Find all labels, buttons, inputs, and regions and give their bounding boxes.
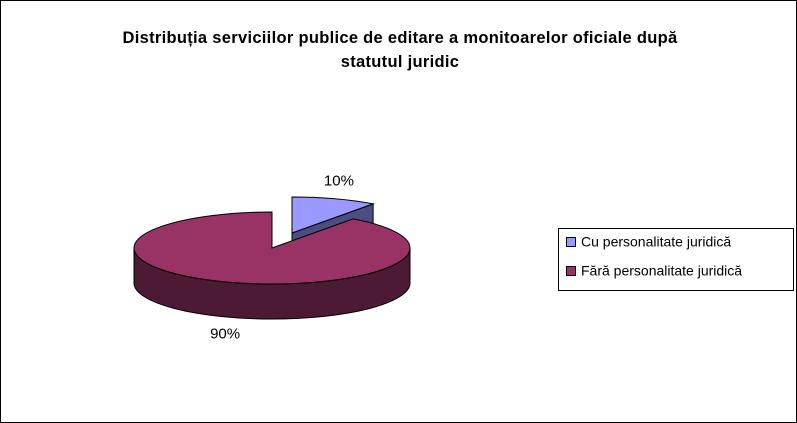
pie-slice: [133, 211, 411, 320]
chart-title: Distribuția serviciilor publice de edita…: [122, 29, 678, 71]
legend-swatch: [566, 266, 576, 276]
legend-swatch: [566, 237, 576, 247]
legend-box: [558, 228, 794, 291]
legend-label: Fără personalitate juridică: [581, 263, 742, 279]
data-label: 90%: [210, 325, 240, 342]
legend: Cu personalitate juridică Fără personalit…: [558, 228, 794, 291]
legend-label: Cu personalitate juridică: [581, 234, 731, 250]
slice-top: [291, 196, 376, 234]
slice-top: [133, 211, 411, 285]
data-label: 10%: [324, 173, 354, 190]
